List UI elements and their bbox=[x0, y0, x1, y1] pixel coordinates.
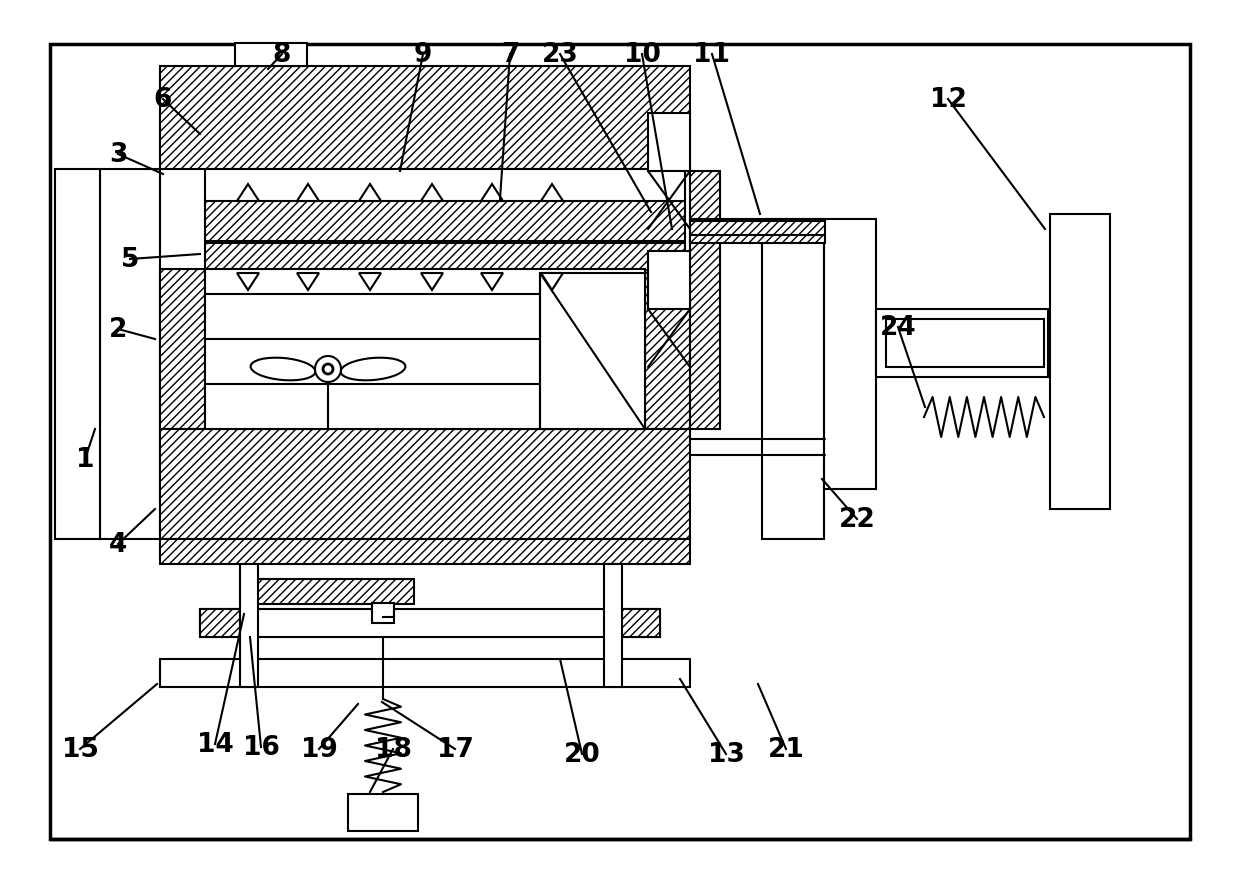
Bar bbox=[689, 172, 720, 242]
Ellipse shape bbox=[341, 359, 405, 381]
Bar bbox=[241, 565, 258, 688]
Bar bbox=[689, 222, 825, 244]
Polygon shape bbox=[481, 185, 503, 202]
Bar bbox=[236, 44, 308, 67]
Polygon shape bbox=[481, 274, 503, 290]
Text: 13: 13 bbox=[708, 741, 744, 767]
Bar bbox=[620, 610, 660, 638]
Bar bbox=[160, 539, 689, 565]
Text: 9: 9 bbox=[414, 42, 433, 68]
Text: 18: 18 bbox=[374, 736, 412, 762]
Text: 3: 3 bbox=[109, 142, 128, 168]
Bar bbox=[649, 252, 689, 310]
Polygon shape bbox=[237, 274, 259, 290]
Text: 5: 5 bbox=[120, 246, 139, 273]
Polygon shape bbox=[422, 274, 443, 290]
Text: 10: 10 bbox=[624, 42, 661, 68]
Bar bbox=[887, 319, 1044, 367]
Bar bbox=[244, 580, 414, 604]
Bar bbox=[160, 430, 689, 539]
Text: 8: 8 bbox=[273, 42, 291, 68]
Bar bbox=[200, 610, 660, 638]
Bar bbox=[205, 200, 684, 242]
Text: 1: 1 bbox=[76, 446, 94, 473]
Text: 19: 19 bbox=[300, 736, 337, 762]
Circle shape bbox=[322, 365, 334, 374]
Polygon shape bbox=[360, 274, 381, 290]
Polygon shape bbox=[541, 185, 563, 202]
Bar bbox=[205, 170, 684, 202]
Text: 24: 24 bbox=[879, 315, 916, 340]
Text: 12: 12 bbox=[930, 87, 966, 113]
Bar bbox=[160, 660, 689, 688]
Bar bbox=[825, 220, 875, 489]
Bar bbox=[205, 270, 645, 430]
Bar bbox=[689, 239, 720, 430]
Bar bbox=[160, 270, 205, 430]
Text: 6: 6 bbox=[154, 87, 172, 113]
Bar bbox=[200, 610, 241, 638]
Text: 16: 16 bbox=[243, 734, 279, 760]
Polygon shape bbox=[422, 185, 443, 202]
Text: 7: 7 bbox=[501, 42, 520, 68]
Bar bbox=[875, 310, 1048, 378]
Bar bbox=[100, 170, 160, 539]
Polygon shape bbox=[298, 185, 319, 202]
Text: 17: 17 bbox=[436, 736, 474, 762]
Text: 21: 21 bbox=[768, 736, 805, 762]
Text: 23: 23 bbox=[542, 42, 578, 68]
Text: 22: 22 bbox=[838, 506, 875, 532]
Circle shape bbox=[315, 357, 341, 382]
Polygon shape bbox=[237, 185, 259, 202]
Text: 4: 4 bbox=[109, 531, 128, 558]
Text: 14: 14 bbox=[197, 731, 233, 757]
Bar bbox=[649, 114, 689, 172]
Text: 15: 15 bbox=[62, 736, 98, 762]
Bar bbox=[1050, 215, 1110, 510]
Text: 11: 11 bbox=[693, 42, 730, 68]
Bar bbox=[55, 170, 100, 539]
Bar bbox=[763, 220, 825, 539]
Polygon shape bbox=[541, 274, 563, 290]
Polygon shape bbox=[298, 274, 319, 290]
Polygon shape bbox=[539, 274, 645, 430]
Bar bbox=[645, 270, 689, 430]
Bar bbox=[604, 565, 622, 688]
Bar bbox=[348, 794, 418, 831]
Ellipse shape bbox=[250, 359, 315, 381]
Bar bbox=[372, 603, 394, 624]
Bar bbox=[160, 67, 689, 170]
Text: 2: 2 bbox=[109, 317, 128, 343]
Text: 20: 20 bbox=[564, 741, 600, 767]
Polygon shape bbox=[360, 185, 381, 202]
Bar bbox=[205, 244, 684, 274]
